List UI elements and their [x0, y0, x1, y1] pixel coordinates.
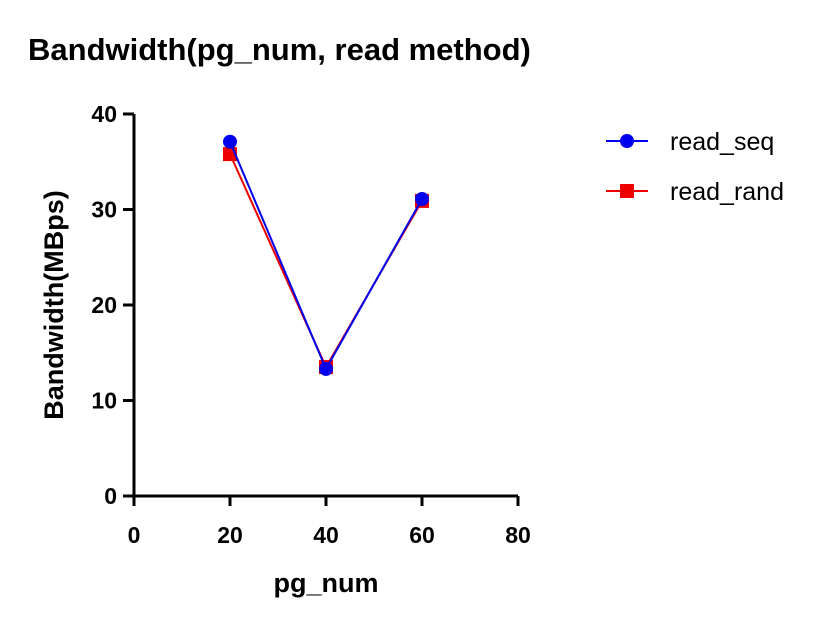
y-tick-label: 0 [104, 483, 117, 509]
y-tick-label: 10 [91, 388, 117, 414]
legend-label-read_seq: read_seq [670, 128, 774, 156]
data-point-read_seq [415, 191, 429, 206]
legend-marker-read_rand [620, 184, 634, 198]
axes [132, 114, 518, 498]
legend-label-read_rand: read_rand [670, 178, 784, 206]
legend: read_seq read_rand [606, 128, 784, 206]
y-tick-label: 30 [91, 197, 117, 223]
y-axis-label: Bandwidth(MBps) [39, 190, 69, 419]
x-tick-label: 80 [505, 522, 531, 548]
series-layer [223, 134, 429, 376]
x-tick-label: 20 [217, 522, 243, 548]
x-tick-label: 60 [409, 522, 435, 548]
chart-title: Bandwidth(pg_num, read method) [28, 32, 531, 67]
data-point-read_seq [223, 134, 237, 149]
x-tick-label: 40 [313, 522, 339, 548]
series-line-read_seq [229, 141, 423, 372]
y-tick-label: 20 [91, 292, 117, 318]
y-tick-label: 40 [91, 101, 117, 127]
series-line-read_rand [229, 153, 423, 370]
x-axis-label: pg_num [274, 568, 379, 598]
legend-marker-read_seq [620, 134, 634, 148]
ticks: 0 20 40 60 80 0 10 20 30 40 [91, 101, 530, 548]
data-point-read_seq [319, 361, 333, 376]
x-tick-label: 0 [128, 522, 141, 548]
